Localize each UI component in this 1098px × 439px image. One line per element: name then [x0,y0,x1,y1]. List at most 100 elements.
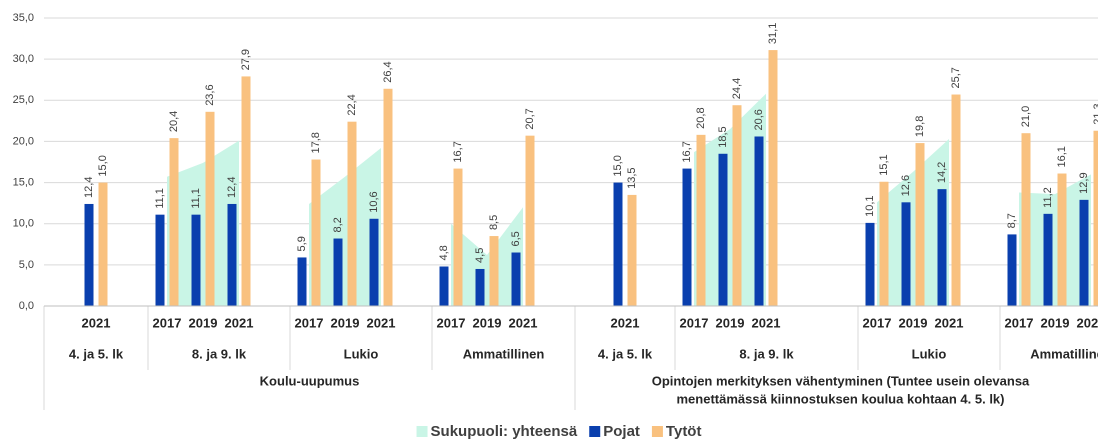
y-tick-label: 5,0 [19,259,34,271]
bar [937,189,947,306]
data-label: 18,5 [717,126,729,147]
area [877,138,949,306]
data-label: 12,4 [226,177,238,198]
bar [84,203,94,306]
group-label: menettämässä kiinnostuksen koulua kohtaa… [677,391,1005,406]
bar [525,135,535,306]
data-label: 15,0 [612,155,624,176]
subgroup-label: 8. ja 9. lk [192,346,247,361]
data-label: 8,2 [332,217,344,232]
subgroup-label: 4. ja 5. lk [598,346,653,361]
bar [227,203,237,306]
x-tick-label: 2021 [611,315,640,330]
data-label: 15,1 [878,154,890,175]
data-label: 16,1 [1056,146,1068,167]
data-label: 22,4 [346,94,358,115]
x-tick-label: 2019 [716,315,745,330]
legend-swatch [651,426,663,437]
x-tick-label: 2021 [752,315,781,330]
data-label: 4,5 [474,248,486,263]
data-label: 4,8 [438,245,450,260]
bar [1007,234,1017,306]
y-tick-label: 10,0 [13,218,34,230]
bar [682,168,692,306]
data-label: 11,1 [190,188,202,209]
x-tick-label: 2021 [367,315,396,330]
y-tick-label: 30,0 [13,53,34,65]
area [309,148,381,306]
area [1019,174,1091,306]
group-label: Koulu-uupumus [260,373,360,388]
data-label: 27,9 [240,49,252,70]
bar [369,218,379,306]
y-tick-label: 15,0 [13,176,34,188]
data-label: 20,8 [695,107,707,128]
data-label: 31,1 [767,23,779,44]
data-label: 24,4 [731,78,743,99]
x-tick-label: 2017 [1005,315,1034,330]
bar [155,214,165,306]
bar [754,136,764,306]
data-label: 13,5 [626,167,638,188]
x-tick-label: 2017 [153,315,182,330]
bar [901,202,911,306]
bar [98,182,108,306]
y-tick-label: 35,0 [13,12,34,24]
data-label: 11,2 [1042,187,1054,208]
bar [1093,130,1098,306]
data-label: 12,9 [1078,172,1090,193]
x-tick-label: 2019 [899,315,928,330]
bar [613,182,623,306]
x-tick-label: 2019 [189,315,218,330]
data-label: 16,7 [681,141,693,162]
x-tick-label: 2021 [1077,315,1098,330]
subgroup-label: Lukio [344,346,379,361]
data-label: 5,9 [296,236,308,251]
x-tick-label: 2021 [935,315,964,330]
data-label: 26,4 [382,61,394,82]
data-label: 10,1 [864,195,876,216]
x-tick-label: 2019 [331,315,360,330]
data-label: 25,7 [950,67,962,88]
legend: Sukupuoli: yhteensä Pojat Tytöt [416,423,702,439]
x-tick-label: 2019 [1041,315,1070,330]
group-label: Opintojen merkityksen vähentyminen (Tunt… [652,373,1030,388]
bar [191,214,201,306]
data-label: 20,7 [524,108,536,129]
data-label: 14,2 [936,162,948,183]
subgroup-label: Ammatillinen [1030,346,1098,361]
bar-layer [84,50,1098,307]
x-tick-label: 2017 [437,315,466,330]
data-label: 17,8 [310,132,322,153]
data-label: 8,5 [488,215,500,230]
x-tick-label: 2019 [473,315,502,330]
bar [311,159,321,306]
data-label: 19,8 [914,116,926,137]
bar [1057,173,1067,306]
bar [865,222,875,306]
bar [383,88,393,306]
data-label: 11,1 [154,188,166,209]
area [167,140,239,306]
bar [347,121,357,307]
legend-label: Sukupuoli: yhteensä [431,423,578,439]
legend-label: Tytöt [666,423,702,439]
bar [1043,213,1053,306]
data-label: 12,6 [900,175,912,196]
bar [205,111,215,306]
subgroup-label: 4. ja 5. lk [69,346,124,361]
bar [879,181,889,306]
bar [511,252,521,306]
x-tick-label: 2017 [863,315,892,330]
data-label: 20,4 [168,111,180,132]
data-label: 23,6 [204,84,216,105]
bar [915,143,925,306]
bar [732,105,742,306]
bar [627,194,637,306]
x-tick-label: 2021 [82,315,111,330]
bar [768,50,778,306]
subgroup-label: Ammatillinen [463,346,545,361]
bar [951,94,961,306]
data-label: 20,6 [753,109,765,130]
area [451,207,523,306]
